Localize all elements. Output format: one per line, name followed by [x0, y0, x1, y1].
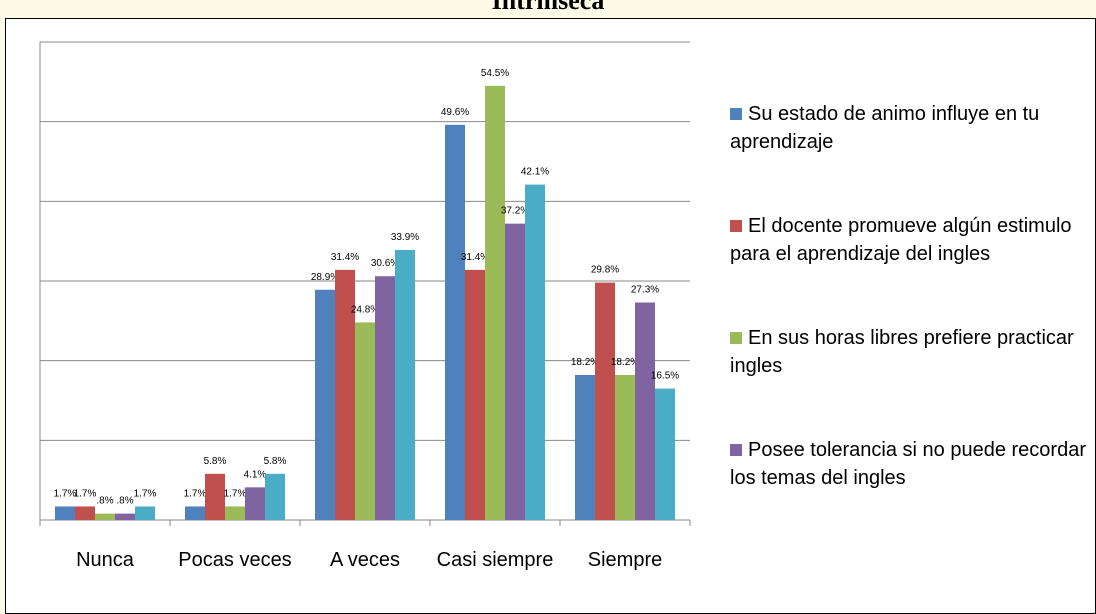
legend-entry: En sus horas libres prefiere practicar i… — [730, 324, 1090, 380]
value-label: 1.7% — [184, 488, 207, 499]
bar — [445, 124, 465, 520]
value-label: 49.6% — [441, 107, 469, 118]
bar — [525, 184, 545, 520]
chart-title: Intrínseca — [491, 0, 605, 15]
bar — [95, 513, 115, 520]
value-label: 5.8% — [264, 456, 287, 467]
bar — [205, 473, 225, 520]
legend-label: El docente promueve algún estimulo para … — [730, 215, 1072, 265]
bar — [635, 302, 655, 520]
bar — [55, 506, 75, 520]
value-label: 31.4% — [331, 252, 359, 263]
legend-swatch — [730, 108, 742, 120]
value-label: 1.7% — [74, 488, 97, 499]
bar — [655, 388, 675, 520]
value-label: 37.2% — [501, 206, 529, 217]
value-label: 5.8% — [204, 456, 227, 467]
value-label: 42.1% — [521, 167, 549, 178]
bar — [245, 487, 265, 520]
value-label: 29.8% — [591, 265, 619, 276]
value-label: 31.4% — [461, 252, 489, 263]
bar — [505, 223, 525, 520]
legend-swatch — [730, 220, 742, 232]
bar — [265, 473, 285, 520]
bar — [575, 375, 595, 520]
x-tick-label: Nunca — [76, 549, 134, 571]
legend-entry: Posee tolerancia si no puede recordar lo… — [730, 436, 1090, 492]
x-tick-label: Casi siempre — [436, 549, 554, 571]
bar — [355, 322, 375, 520]
x-tick-label: Siempre — [587, 549, 663, 571]
value-label: 30.6% — [371, 258, 399, 269]
value-label: 1.7% — [54, 488, 77, 499]
value-label: 18.2% — [611, 357, 639, 368]
value-label: .8% — [96, 496, 113, 507]
bar — [615, 375, 635, 520]
bar — [225, 506, 245, 520]
legend-label: Su estado de animo influye en tu aprendi… — [730, 103, 1040, 153]
bar — [335, 269, 355, 520]
value-label: 33.9% — [391, 232, 419, 243]
bar — [115, 513, 135, 520]
value-label: .8% — [116, 496, 133, 507]
bar — [75, 506, 95, 520]
bar — [595, 282, 615, 520]
value-label: 18.2% — [571, 357, 599, 368]
bar — [395, 249, 415, 520]
value-label: 54.5% — [481, 68, 509, 79]
legend-swatch — [730, 332, 742, 344]
bar — [375, 276, 395, 520]
bar — [315, 289, 335, 520]
bar — [465, 269, 485, 520]
value-label: 1.7% — [134, 488, 157, 499]
value-label: 4.1% — [244, 469, 267, 480]
legend-swatch — [730, 444, 742, 456]
legend-label: En sus horas libres prefiere practicar i… — [730, 327, 1074, 377]
value-label: 16.5% — [651, 371, 679, 382]
bar — [485, 85, 505, 521]
legend-label: Posee tolerancia si no puede recordar lo… — [730, 439, 1086, 489]
value-label: 24.8% — [351, 304, 379, 315]
value-label: 27.3% — [631, 285, 659, 296]
x-tick-label: A veces — [329, 549, 401, 571]
value-label: 28.9% — [311, 272, 339, 283]
legend-entry: El docente promueve algún estimulo para … — [730, 212, 1090, 268]
bar — [185, 506, 205, 520]
bar — [135, 506, 155, 520]
value-label: 1.7% — [224, 488, 247, 499]
legend-entry: Su estado de animo influye en tu aprendi… — [730, 100, 1090, 156]
x-tick-label: Pocas veces — [178, 549, 292, 571]
